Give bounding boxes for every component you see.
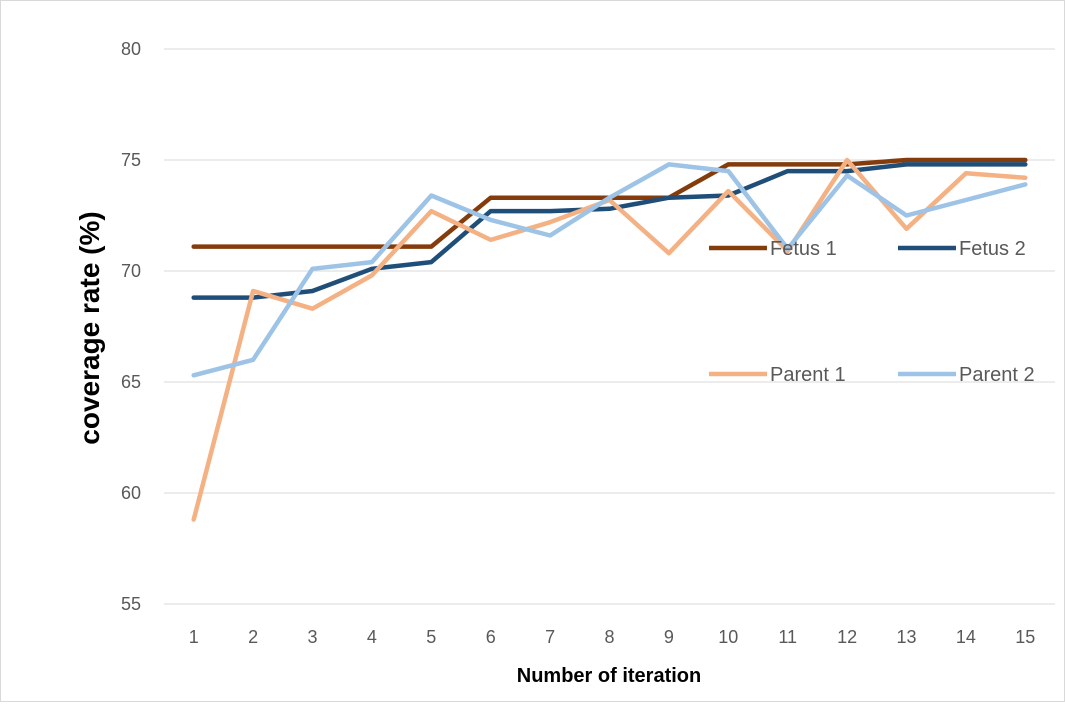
y-tick-label: 55 bbox=[121, 594, 141, 614]
x-axis-ticks: 1 2 3 4 5 6 7 8 9 10 11 12 13 14 15 bbox=[189, 627, 1036, 647]
x-tick-label: 2 bbox=[248, 627, 258, 647]
series-line-parent-2 bbox=[191, 162, 1028, 378]
series-lines bbox=[191, 157, 1028, 522]
x-tick-label: 3 bbox=[307, 627, 317, 647]
x-tick-label: 1 bbox=[189, 627, 199, 647]
x-tick-label: 10 bbox=[718, 627, 738, 647]
x-tick-label: 9 bbox=[664, 627, 674, 647]
y-tick-label: 70 bbox=[121, 261, 141, 281]
y-axis-ticks: 55 60 65 70 75 80 bbox=[121, 39, 141, 614]
legend-label-fetus-1: Fetus 1 bbox=[770, 238, 837, 260]
x-axis-label: Number of iteration bbox=[517, 665, 701, 687]
series-line-fetus-2 bbox=[191, 162, 1028, 300]
y-axis-label: coverage rate (%) bbox=[74, 211, 105, 444]
x-tick-label: 15 bbox=[1015, 627, 1035, 647]
x-tick-label: 4 bbox=[367, 627, 377, 647]
y-tick-label: 65 bbox=[121, 372, 141, 392]
gridlines bbox=[164, 48, 1055, 605]
legend: Fetus 1 Fetus 2 Parent 1 Parent 2 bbox=[709, 238, 1035, 386]
x-tick-label: 7 bbox=[545, 627, 555, 647]
y-tick-label: 60 bbox=[121, 483, 141, 503]
y-tick-label: 80 bbox=[121, 39, 141, 59]
x-tick-label: 12 bbox=[837, 627, 857, 647]
legend-label-parent-1: Parent 1 bbox=[770, 364, 846, 386]
x-tick-label: 14 bbox=[956, 627, 976, 647]
legend-label-parent-2: Parent 2 bbox=[959, 364, 1035, 386]
legend-label-fetus-2: Fetus 2 bbox=[959, 238, 1026, 260]
x-tick-label: 8 bbox=[604, 627, 614, 647]
x-tick-label: 5 bbox=[426, 627, 436, 647]
x-tick-label: 11 bbox=[778, 627, 797, 647]
x-tick-label: 6 bbox=[486, 627, 496, 647]
x-tick-label: 13 bbox=[896, 627, 916, 647]
series-line-fetus-1 bbox=[191, 157, 1028, 249]
y-tick-label: 75 bbox=[121, 150, 141, 170]
